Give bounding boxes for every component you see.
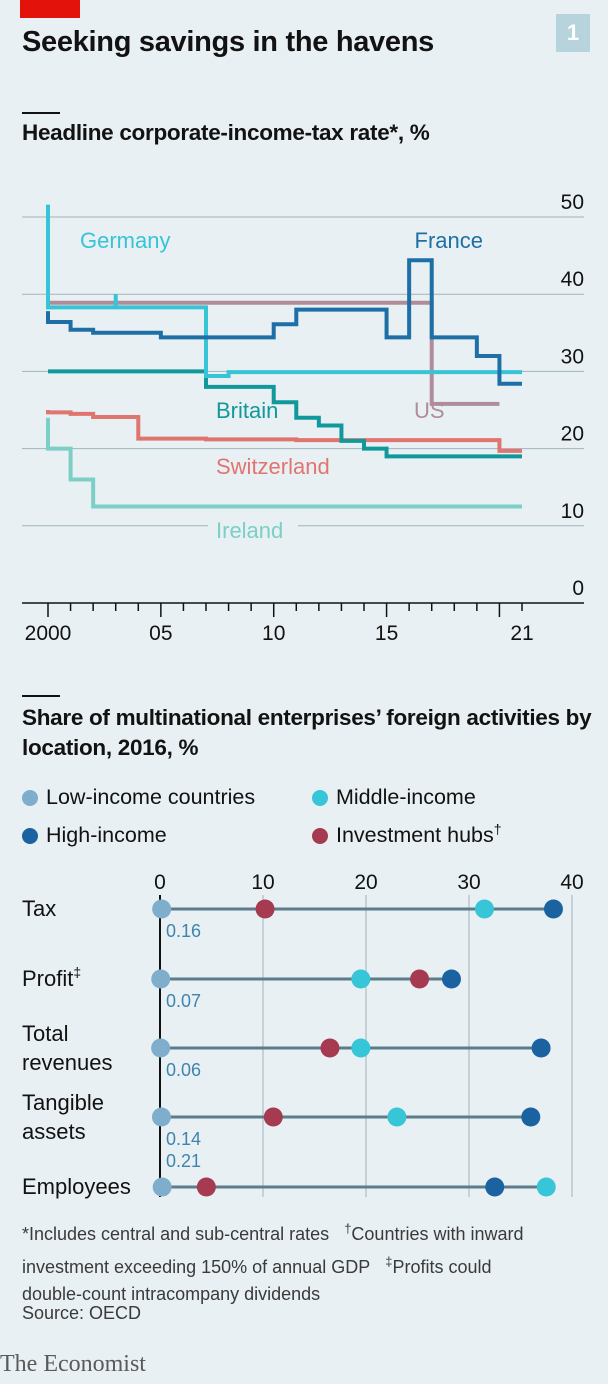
legend-dot-high-income xyxy=(22,827,38,844)
footnotes: *Includes central and sub-central rates … xyxy=(22,1215,592,1308)
x-tick-label: 0 xyxy=(154,871,166,894)
footnote-ddagger-mark: ‡ xyxy=(385,1254,393,1269)
low-income-value-label: 0.16 xyxy=(166,921,201,941)
x-tick-label: 05 xyxy=(149,622,172,645)
line-chart-title: Headline corporate-income-tax rate*, % xyxy=(22,120,430,145)
series-line-britain xyxy=(48,369,522,459)
series-line-france xyxy=(46,258,522,386)
brand-tag xyxy=(20,0,80,18)
dot-low-income-countries xyxy=(152,1177,172,1197)
category-label: Tax xyxy=(22,896,56,921)
legend-label: High-income xyxy=(46,823,167,847)
y-tick-label: 20 xyxy=(561,423,584,446)
dot-middle-income xyxy=(536,1177,556,1197)
publisher-logo: The Economist xyxy=(0,1351,146,1377)
legend-item-high-income: High-income xyxy=(22,823,167,848)
legend-footnote-mark: † xyxy=(493,821,502,837)
footnote-3: Profits could xyxy=(392,1257,492,1277)
x-tick-label: 10 xyxy=(262,622,285,645)
series-label-ireland: Ireland xyxy=(216,518,283,543)
low-income-value-label: 0.21 xyxy=(166,1151,201,1171)
dot-investment-hubs xyxy=(320,1038,340,1058)
y-tick-label: 10 xyxy=(561,500,584,523)
legend-label: Investment hubs xyxy=(336,823,494,847)
series-label-switzerland: Switzerland xyxy=(216,454,330,479)
footnote-2-cont: investment exceeding 150% of annual GDP xyxy=(22,1257,371,1277)
y-tick-label: 40 xyxy=(561,268,584,291)
legend-label: Middle-income xyxy=(336,785,476,809)
dot-high-income xyxy=(441,969,461,989)
footnote-2: Countries with inward xyxy=(351,1224,524,1244)
dot-investment-hubs xyxy=(263,1107,283,1127)
dot-middle-income xyxy=(474,899,494,919)
source-note: Source: OECD xyxy=(22,1303,142,1323)
series-label-germany: Germany xyxy=(80,228,170,253)
dot-chart-title: Share of multinational enterprises’ fore… xyxy=(22,705,592,760)
y-tick-label: 0 xyxy=(572,577,584,600)
dot-investment-hubs xyxy=(255,899,275,919)
x-tick-label: 30 xyxy=(457,871,480,894)
series-line-germany xyxy=(46,204,522,379)
dot-middle-income xyxy=(351,1038,371,1058)
legend-dot-middle-income xyxy=(312,789,328,806)
dot-high-income xyxy=(543,899,563,919)
series-label-france: France xyxy=(415,228,483,253)
category-label: Total xyxy=(22,1021,68,1046)
y-tick-label: 50 xyxy=(561,191,584,214)
low-income-value-label: 0.07 xyxy=(166,991,201,1011)
category-label: assets xyxy=(22,1119,86,1144)
x-tick-label: 2000 xyxy=(25,622,72,645)
category-label: Tangible xyxy=(22,1090,104,1115)
low-income-value-label: 0.14 xyxy=(166,1129,201,1149)
dot-low-income-countries xyxy=(151,969,171,989)
low-income-value-label: 0.06 xyxy=(166,1060,201,1080)
section-rule xyxy=(22,112,60,114)
x-tick-label: 10 xyxy=(251,871,274,894)
dot-middle-income xyxy=(387,1107,407,1127)
chart-title: Seeking savings in the havens xyxy=(22,26,434,58)
dot-low-income-countries xyxy=(151,1038,171,1058)
x-tick-label: 20 xyxy=(354,871,377,894)
series-line-switzerland xyxy=(46,410,522,453)
dot-low-income-countries xyxy=(152,899,172,919)
category-label: Employees xyxy=(22,1174,131,1199)
foreign-activities-dot-chart: 0 10 20 30 40 Tax 0.16 Profit‡ 0.07 Total revenues… xyxy=(22,871,584,1199)
x-tick-label: 15 xyxy=(375,622,398,645)
dot-investment-hubs xyxy=(410,969,430,989)
chart-number-badge: 1 xyxy=(556,14,590,52)
section-rule xyxy=(22,695,60,697)
legend-dot-low-income xyxy=(22,789,38,806)
footnote-1: *Includes central and sub-central rates xyxy=(22,1224,330,1244)
dot-high-income xyxy=(521,1107,541,1127)
y-tick-label: 30 xyxy=(561,345,584,368)
dot-high-income xyxy=(485,1177,505,1197)
series-label-us: US xyxy=(414,398,445,423)
dot-investment-hubs xyxy=(196,1177,216,1197)
footnote-3-cont: double-count intracompany dividends xyxy=(22,1284,321,1304)
series-label-britain: Britain xyxy=(216,398,278,423)
legend-item-investment-hubs: Investment hubs † xyxy=(312,821,502,848)
dot-low-income-countries xyxy=(151,1107,171,1127)
legend-dot-investment-hubs xyxy=(312,827,328,844)
series-label-backdrop-ireland xyxy=(208,514,298,546)
dot-middle-income xyxy=(351,969,371,989)
category-label: Profit‡ xyxy=(22,964,81,991)
x-tick-label: 40 xyxy=(560,871,583,894)
series-line-ireland xyxy=(46,417,522,509)
tax-rate-line-chart: 0 10 20 30 40 50 2000 05 10 15 21 Ireland Switzerlan… xyxy=(22,191,584,645)
legend-label: Low-income countries xyxy=(46,785,256,809)
legend-item-low-income: Low-income countries xyxy=(22,785,255,810)
dot-high-income xyxy=(531,1038,551,1058)
legend-item-middle-income: Middle-income xyxy=(312,785,476,810)
footnote-dagger-mark: † xyxy=(344,1221,352,1236)
category-label: revenues xyxy=(22,1050,113,1075)
x-tick-label: 21 xyxy=(510,622,533,645)
